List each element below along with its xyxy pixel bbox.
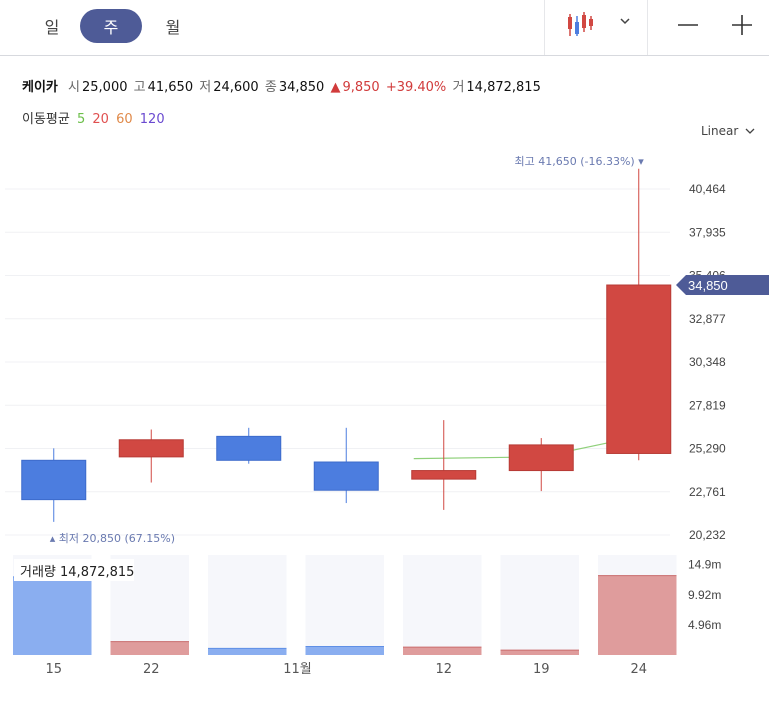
- ma-label: 이동평균: [22, 112, 70, 127]
- candlestick-icon[interactable]: [566, 12, 596, 38]
- change-percent: +39.40%: [385, 80, 447, 95]
- scale-label: Linear: [701, 124, 739, 138]
- minus-icon[interactable]: [673, 10, 703, 40]
- stock-name: 케이카: [22, 80, 58, 95]
- toolbar-divider: [544, 0, 545, 55]
- volume-bar: [110, 641, 189, 655]
- plus-icon[interactable]: [727, 10, 757, 40]
- x-tick-label: 22: [143, 662, 160, 677]
- volume-background: [305, 555, 384, 655]
- y-tick-label: 37,935: [689, 225, 726, 239]
- y-tick-label: 30,348: [689, 355, 726, 369]
- quote-summary: 케이카 시 25,000 고 41,650 저 24,600 종 34,850 ▲ 9,8…: [22, 76, 543, 95]
- close-value: 34,850: [278, 80, 325, 95]
- volume-bar: [208, 648, 287, 655]
- volume-tick-label: 9.92m: [688, 588, 721, 602]
- ma-5[interactable]: 5: [76, 112, 86, 127]
- period-toolbar: 일 주 월: [0, 0, 769, 56]
- low-value: 24,600: [213, 80, 259, 95]
- volume-tick-label: 14.9m: [688, 558, 721, 572]
- tab-monthly[interactable]: 월: [165, 18, 181, 37]
- x-tick-label: 12: [435, 662, 452, 677]
- x-tick-label: 11월: [283, 662, 312, 677]
- candle-body: [21, 459, 87, 501]
- candlestick-chart[interactable]: 40,46437,93535,40632,87730,34827,81925,2…: [0, 140, 779, 685]
- chevron-down-icon: [745, 128, 755, 134]
- volume-panel-value: 14,872,815: [60, 565, 134, 580]
- low-label: 저: [199, 80, 212, 95]
- y-tick-label: 20,232: [689, 528, 726, 542]
- open-label: 시: [68, 80, 80, 95]
- candle-body: [508, 444, 574, 472]
- min-price-marker: ▴ 최저 20,850 (67.15%): [50, 532, 175, 545]
- x-tick-label: 19: [533, 662, 550, 677]
- y-tick-label: 22,761: [689, 485, 726, 499]
- moving-average-legend: 이동평균 5 20 60 120: [22, 108, 168, 127]
- high-value: 41,650: [147, 80, 194, 95]
- volume-tick-label: 4.96m: [688, 618, 721, 632]
- chevron-down-icon[interactable]: [618, 14, 632, 28]
- candle-body: [606, 284, 672, 454]
- volume-bar: [305, 646, 384, 655]
- volume-label-bg: [14, 559, 134, 581]
- high-label: 고: [133, 80, 146, 95]
- ma-120[interactable]: 120: [139, 112, 165, 127]
- volume-background: [500, 555, 579, 655]
- x-tick-label: 24: [630, 662, 647, 677]
- scale-selector[interactable]: Linear: [701, 124, 756, 138]
- candle-body: [118, 439, 184, 458]
- volume-panel-label: 거래량 14,872,815: [20, 565, 134, 580]
- x-tick-label: 15: [45, 662, 62, 677]
- max-price-marker: 최고 41,650 (-16.33%) ▾: [515, 155, 645, 168]
- y-tick-label: 32,877: [689, 312, 726, 326]
- volume-background: [403, 555, 482, 655]
- current-price-label: 34,850: [688, 278, 728, 293]
- close-label: 종: [264, 80, 277, 95]
- tab-weekly[interactable]: 주: [80, 9, 142, 43]
- open-value: 25,000: [82, 80, 128, 95]
- y-tick-label: 27,819: [689, 398, 726, 412]
- tab-daily[interactable]: 일: [44, 18, 60, 37]
- volume-label: 거: [452, 80, 465, 95]
- ma-60[interactable]: 60: [116, 112, 133, 127]
- current-price-tag: [676, 275, 769, 296]
- volume-bar: [598, 575, 677, 655]
- toolbar-divider: [647, 0, 648, 55]
- candle-body: [216, 435, 282, 461]
- volume-background: [208, 555, 287, 655]
- candle-body: [411, 470, 477, 480]
- volume-value: 14,872,815: [466, 80, 541, 95]
- candle-body: [313, 461, 379, 491]
- change-value: 9,850: [342, 80, 380, 95]
- ma-20[interactable]: 20: [92, 112, 109, 127]
- volume-bar: [500, 650, 579, 655]
- volume-bar: [403, 647, 482, 655]
- y-tick-label: 25,290: [689, 442, 726, 456]
- y-tick-label: 40,464: [689, 182, 726, 196]
- volume-bar: [13, 576, 92, 655]
- up-triangle-icon: ▲: [330, 80, 341, 95]
